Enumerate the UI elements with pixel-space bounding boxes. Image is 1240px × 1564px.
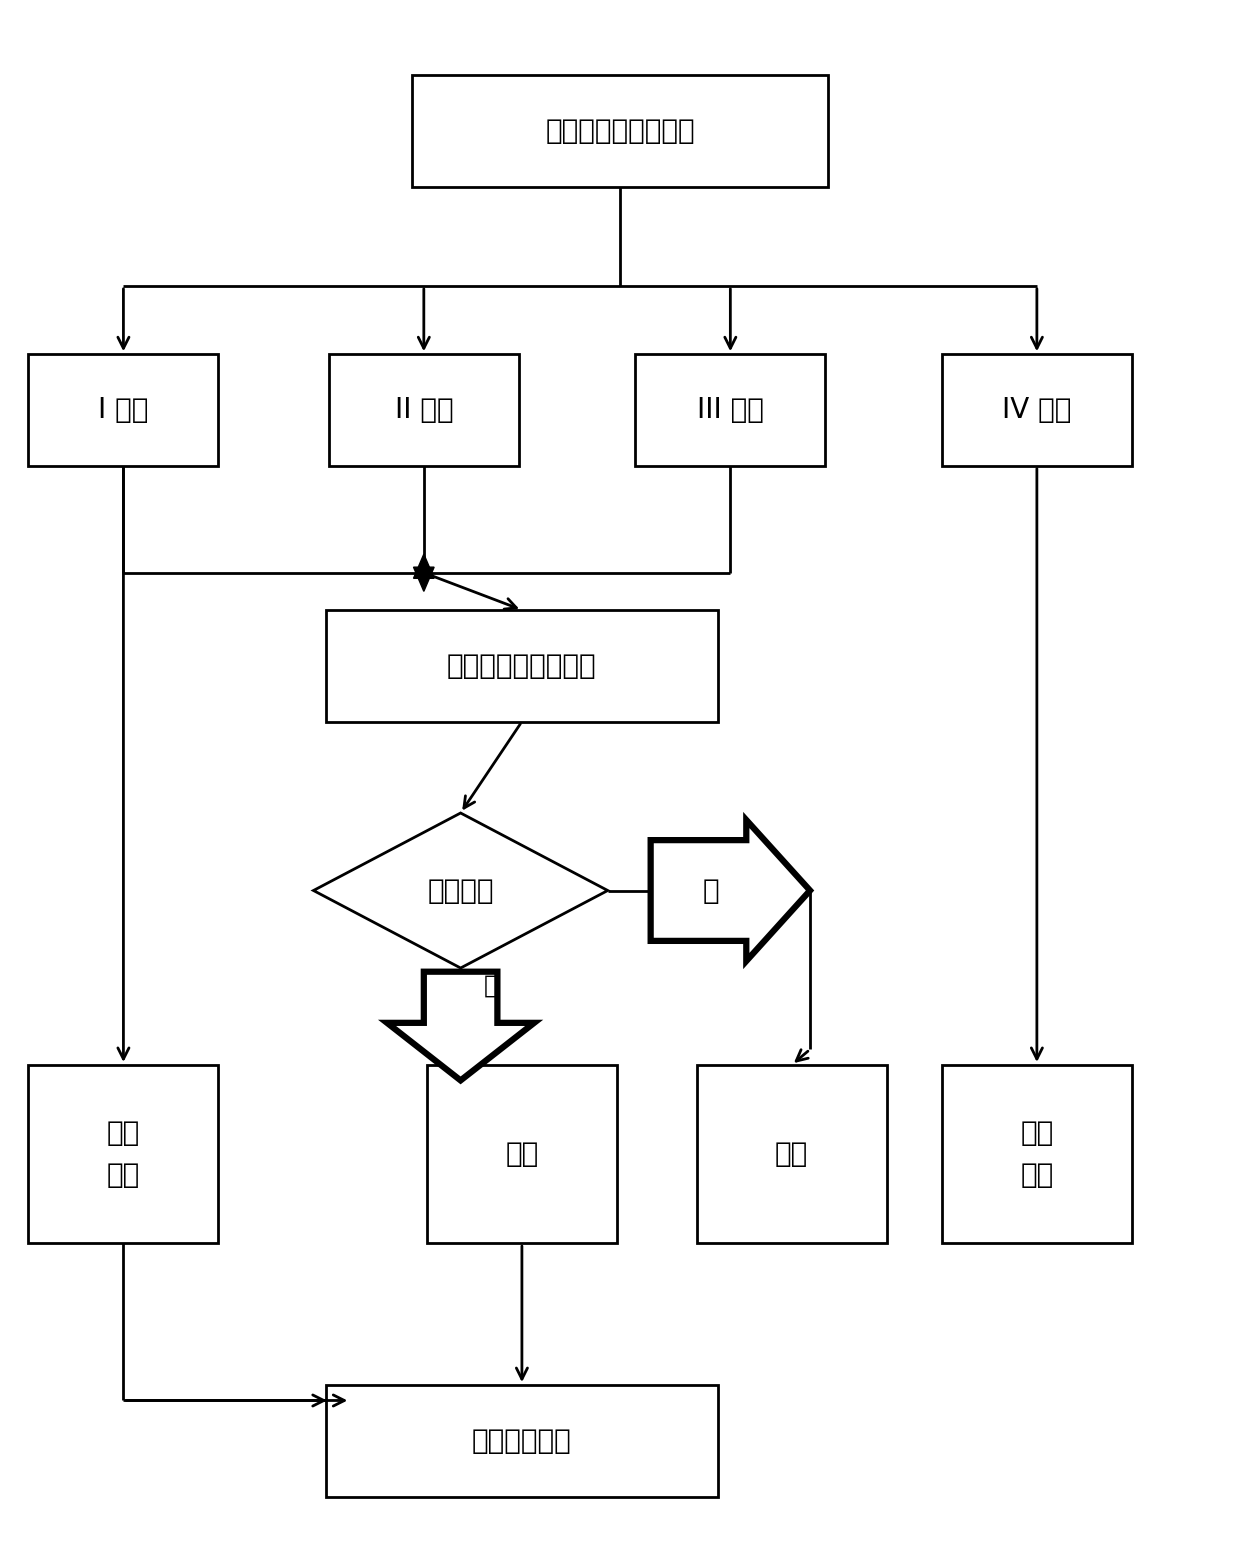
Text: 使用: 使用	[505, 1140, 538, 1168]
Text: 弃用: 弃用	[775, 1140, 808, 1168]
Polygon shape	[413, 568, 434, 591]
Bar	[412, 75, 828, 186]
Bar	[329, 353, 518, 466]
Polygon shape	[651, 820, 810, 960]
Text: 直接
弃用: 直接 弃用	[1021, 1120, 1054, 1189]
Polygon shape	[413, 554, 434, 579]
Text: 膜的筛选（流程一）: 膜的筛选（流程一）	[546, 117, 694, 145]
Bar	[942, 353, 1132, 466]
Bar	[942, 1065, 1132, 1243]
Text: 参数优化（流程二）: 参数优化（流程二）	[448, 652, 596, 680]
Text: II 类膜: II 类膜	[394, 396, 453, 424]
Text: 是否满足: 是否满足	[428, 876, 494, 904]
Text: IV 类膜: IV 类膜	[1002, 396, 1071, 424]
Text: III 类膜: III 类膜	[697, 396, 764, 424]
Text: 直接
使用: 直接 使用	[107, 1120, 140, 1189]
Polygon shape	[314, 813, 608, 968]
Text: 否: 否	[703, 876, 719, 904]
Bar	[635, 353, 826, 466]
Bar	[326, 610, 718, 721]
Bar	[326, 1386, 718, 1497]
Text: 是: 是	[484, 973, 498, 998]
Bar	[697, 1065, 887, 1243]
Polygon shape	[387, 971, 534, 1081]
Text: 工艺确认完毕: 工艺确认完毕	[472, 1426, 572, 1455]
Bar	[29, 1065, 218, 1243]
Bar	[427, 1065, 618, 1243]
Bar	[29, 353, 218, 466]
Text: I 类膜: I 类膜	[98, 396, 149, 424]
